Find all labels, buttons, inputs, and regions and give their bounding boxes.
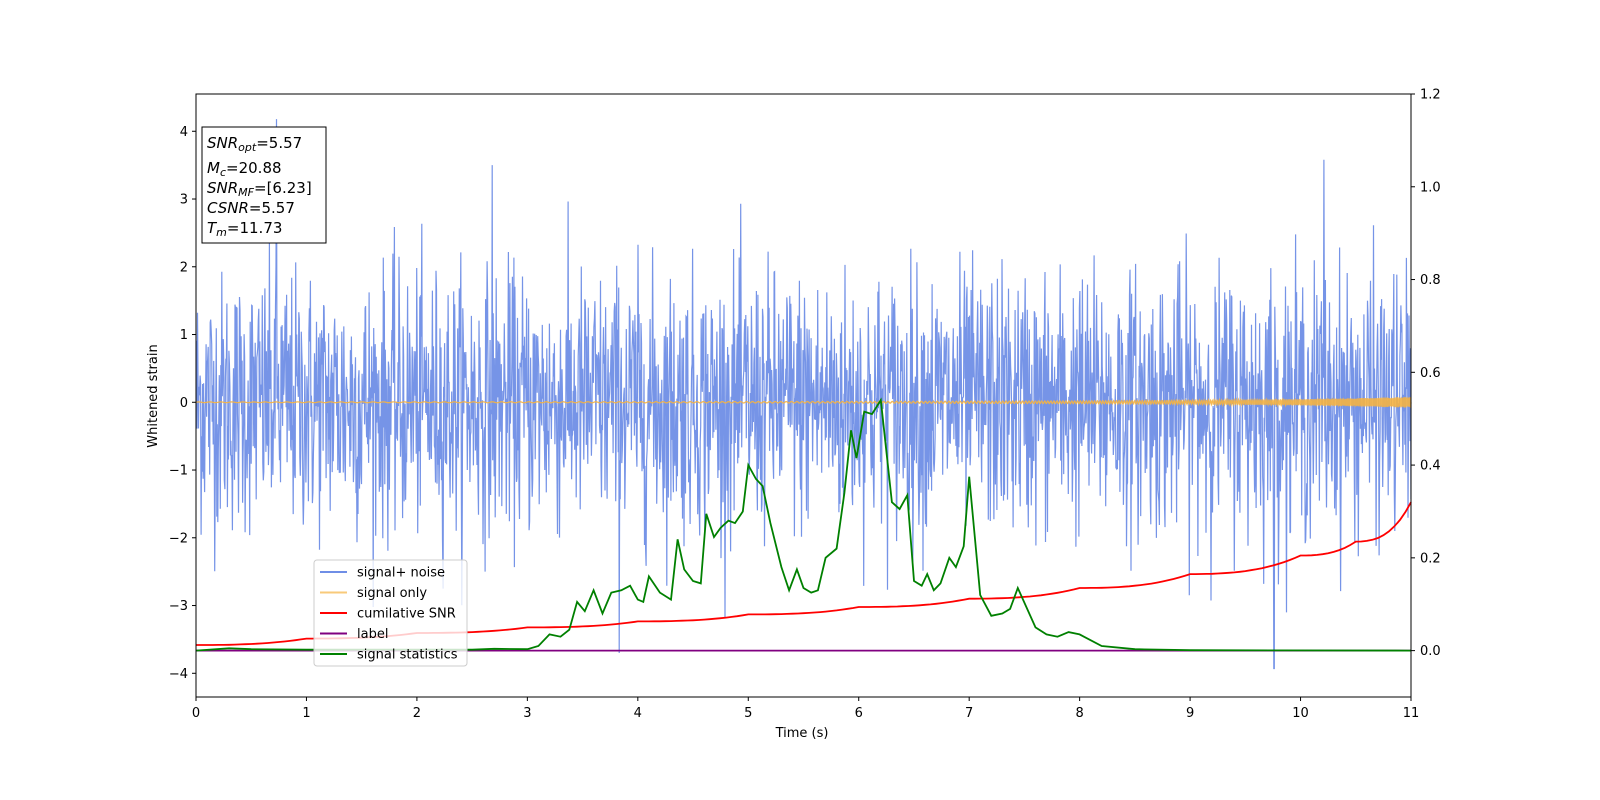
x-tick-label: 1 bbox=[302, 706, 310, 721]
series-signal-only bbox=[195, 396, 1412, 409]
x-tick-label: 10 bbox=[1292, 706, 1309, 721]
x-tick-label: 11 bbox=[1403, 706, 1420, 721]
y-left-tick-label: 3 bbox=[180, 193, 188, 208]
x-tick-label: 2 bbox=[413, 706, 421, 721]
axis-ticks: 0 1 2 3 4 5 6 7 8 9 10 1143210−1−2−3−41.21.00.80.60… bbox=[169, 88, 1441, 722]
x-tick-label: 0 bbox=[192, 706, 200, 721]
x-tick-label: 5 bbox=[744, 706, 752, 721]
x-tick-label: 6 bbox=[855, 706, 863, 721]
legend-label: signal statistics bbox=[357, 648, 458, 663]
snr-opt-line: SNRopt=5.57 bbox=[207, 134, 302, 154]
y-axis-label: Whitened strain bbox=[146, 344, 161, 447]
y-left-tick-label: 4 bbox=[180, 125, 188, 140]
csnr-line: CSNR=5.57 bbox=[207, 199, 295, 217]
y-right-tick-label: 0.2 bbox=[1420, 551, 1441, 566]
legend-label: label bbox=[357, 627, 388, 642]
y-right-tick-label: 0.6 bbox=[1420, 366, 1441, 381]
y-left-tick-label: −1 bbox=[169, 464, 188, 479]
mc-line: Mc=20.88 bbox=[207, 159, 282, 179]
mc-value: =20.88 bbox=[226, 159, 282, 177]
legend-label: cumilative SNR bbox=[357, 607, 456, 622]
y-left-tick-label: −2 bbox=[169, 531, 188, 546]
x-tick-label: 4 bbox=[634, 706, 642, 721]
tm-line: Tm=11.73 bbox=[207, 219, 282, 239]
y-right-tick-label: 1.2 bbox=[1420, 88, 1441, 103]
x-tick-label: 9 bbox=[1186, 706, 1194, 721]
y-left-tick-label: −3 bbox=[169, 599, 188, 614]
snr-mf-line: SNRMF=[6.23] bbox=[207, 179, 312, 199]
legend-label: signal only bbox=[357, 586, 427, 601]
tm-value: =11.73 bbox=[227, 219, 283, 237]
legend: signal+ noise signal only cumilative SNR la… bbox=[313, 559, 468, 667]
snr-opt-value: =5.57 bbox=[256, 134, 302, 152]
y-left-tick-label: 2 bbox=[180, 260, 188, 275]
info-box: SNRopt=5.57 Mc=20.88 SNRMF=[6.23] CSNR=5… bbox=[201, 126, 327, 244]
series-signal-plus-noise bbox=[196, 119, 1411, 670]
x-tick-label: 8 bbox=[1075, 706, 1083, 721]
y-left-tick-label: −4 bbox=[169, 667, 188, 682]
y-right-tick-label: 0.8 bbox=[1420, 273, 1441, 288]
snr-mf-value: =[6.23] bbox=[254, 179, 312, 197]
csnr-value: =5.57 bbox=[249, 199, 295, 217]
y-right-tick-label: 1.0 bbox=[1420, 180, 1441, 195]
x-tick-label: 3 bbox=[523, 706, 531, 721]
y-left-tick-label: 0 bbox=[180, 396, 188, 411]
x-tick-label: 7 bbox=[965, 706, 973, 721]
y-left-tick-label: 1 bbox=[180, 328, 188, 343]
legend-label: signal+ noise bbox=[357, 566, 445, 581]
series-signal-statistics bbox=[195, 397, 1412, 652]
y-right-tick-label: 0.0 bbox=[1420, 644, 1441, 659]
y-right-tick-label: 0.4 bbox=[1420, 459, 1441, 474]
x-axis-label: Time (s) bbox=[775, 726, 829, 741]
plot-frame bbox=[195, 93, 1412, 698]
